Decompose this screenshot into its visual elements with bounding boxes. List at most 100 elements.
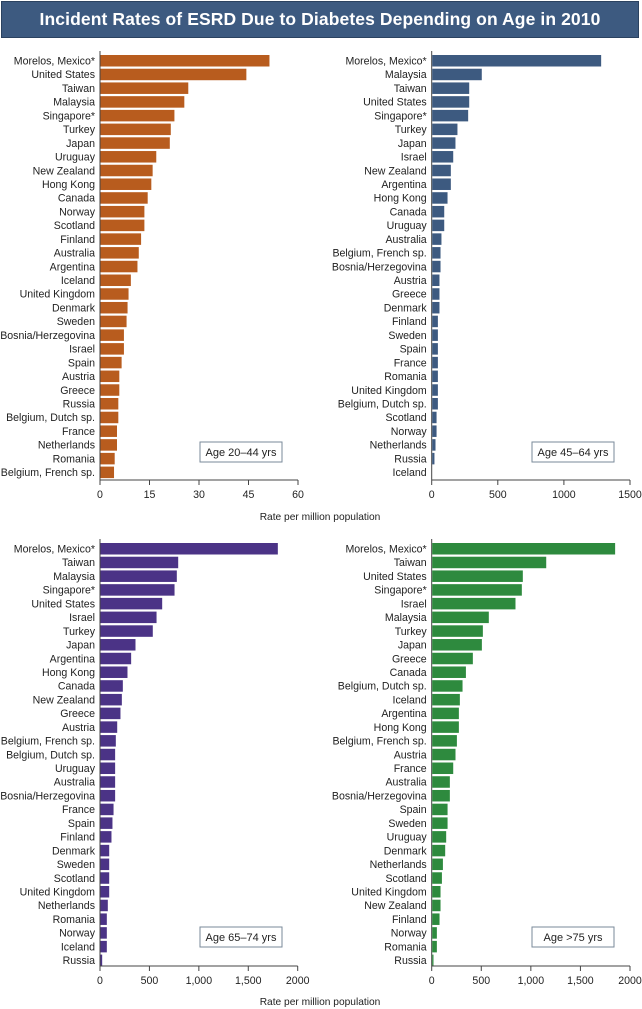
category-label: Turkey (395, 626, 428, 638)
bar-panel-1 (100, 356, 122, 369)
category-label: Norway (391, 426, 428, 438)
bar-panel-4 (432, 954, 434, 967)
x-tick-label: 15 (144, 489, 156, 501)
bar-panel-2 (432, 315, 438, 328)
bar-panel-4 (432, 625, 483, 637)
category-label: Sweden (388, 330, 426, 342)
bar-panel-2 (432, 411, 437, 424)
category-label: United States (31, 69, 95, 81)
category-label: Sweden (57, 316, 95, 328)
category-label: Belgium, French sp. (332, 736, 426, 748)
bar-panel-4 (432, 597, 516, 610)
category-label: Taiwan (62, 557, 95, 569)
category-label: Hong Kong (374, 193, 427, 205)
x-tick-label: 1000 (552, 489, 576, 501)
bar-panel-4 (432, 886, 441, 898)
category-label: Morelos, Mexico* (345, 544, 426, 556)
bar-panel-1 (100, 164, 153, 177)
bar-panel-3 (100, 940, 107, 953)
category-label: Netherlands (38, 900, 95, 912)
bar-panel-2 (432, 233, 442, 245)
category-label: Turkey (63, 124, 96, 136)
bar-panel-1 (100, 274, 131, 287)
category-label: Romania (53, 453, 96, 465)
category-label: Spain (400, 804, 427, 816)
bar-panel-3 (100, 762, 116, 775)
category-label: Israel (401, 598, 427, 610)
bar-panel-2 (432, 137, 456, 149)
category-label: Morelos, Mexico* (14, 56, 95, 68)
category-label: Iceland (61, 941, 95, 953)
category-label: Morelos, Mexico* (345, 56, 426, 68)
bar-panel-1 (100, 466, 115, 479)
bar-panel-1 (100, 343, 124, 355)
category-label: Belgium, Dutch sp. (338, 399, 427, 411)
category-label: Netherlands (370, 859, 427, 871)
bar-panel-4 (432, 831, 447, 843)
bar-panel-3 (100, 597, 163, 610)
bar-panel-3 (100, 639, 136, 651)
category-label: Sweden (57, 859, 95, 871)
bar-panel-1 (100, 247, 139, 259)
category-label: Scotland (54, 220, 95, 232)
bar-panel-2 (432, 192, 448, 204)
category-label: Israel (69, 344, 95, 356)
category-label: Argentina (50, 261, 95, 273)
bar-panel-1 (100, 151, 157, 163)
category-label: Iceland (393, 467, 427, 479)
bar-panel-1 (100, 301, 128, 314)
bar-panel-1 (100, 288, 129, 300)
bar-panel-3 (100, 721, 118, 733)
bar-panel-3 (100, 707, 121, 720)
bar-panel-4 (432, 913, 440, 925)
x-tick-label: 60 (292, 489, 304, 501)
category-label: Singapore* (374, 110, 426, 122)
age-group-legend-box (531, 926, 615, 948)
category-label: Greece (60, 385, 95, 397)
category-label: Romania (384, 371, 427, 383)
bar-panel-1 (100, 192, 148, 204)
category-label: Belgium, Dutch sp. (338, 681, 427, 693)
bar-panel-1 (100, 398, 119, 410)
bar-panel-1 (100, 123, 171, 136)
category-label: Turkey (395, 124, 428, 136)
bar-panel-2 (432, 274, 440, 287)
x-tick-label: 1,500 (567, 975, 594, 987)
bar-panel-3 (100, 543, 278, 555)
age-group-label: Age 20–44 yrs (206, 447, 277, 459)
bar-panel-3 (100, 913, 107, 925)
category-label: Austria (394, 275, 427, 287)
age-group-label: Age 65–74 yrs (206, 932, 277, 944)
category-label: Bosnia/Herzegovina (332, 261, 427, 273)
bar-panel-3 (100, 570, 177, 582)
bar-panel-4 (432, 693, 460, 706)
bar-panel-2 (432, 343, 438, 355)
bar-panel-1 (100, 178, 152, 190)
bar-panel-4 (432, 680, 463, 692)
bar-panel-2 (432, 398, 438, 410)
bar-panel-4 (432, 844, 446, 857)
bar-panel-4 (432, 721, 459, 733)
category-label: Netherlands (370, 440, 427, 452)
category-label: Romania (53, 914, 96, 926)
bar-panel-1 (100, 370, 120, 383)
category-label: Canada (390, 206, 427, 218)
category-label: Finland (60, 832, 95, 844)
category-label: Spain (68, 818, 95, 830)
category-label: Austria (62, 371, 95, 383)
bar-panel-1 (100, 109, 175, 122)
age-group-legend-box (531, 441, 615, 463)
x-tick-label: 45 (243, 489, 255, 501)
bar-panel-2 (432, 301, 440, 314)
category-label: Argentina (381, 708, 426, 720)
category-label: Russia (63, 399, 95, 411)
category-label: Hong Kong (42, 179, 95, 191)
category-label: Finland (392, 316, 427, 328)
x-tick-label: 0 (97, 975, 103, 987)
bar-panel-2 (432, 109, 469, 122)
category-label: Malaysia (53, 97, 95, 109)
category-label: Bosnia/Herzegovina (0, 790, 95, 802)
category-label: United States (363, 571, 427, 583)
category-label: United States (31, 598, 95, 610)
